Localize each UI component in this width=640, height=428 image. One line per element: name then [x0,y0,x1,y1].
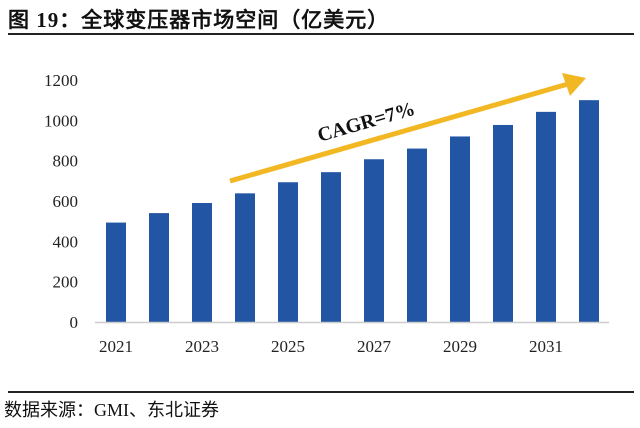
bar-2021 [106,222,126,322]
bar-2032 [579,100,599,323]
x-tick-label: 2025 [271,337,305,356]
cagr-arrow-head [562,73,586,96]
bar-2024 [235,193,255,322]
bar-2028 [407,148,427,322]
x-tick-label: 2029 [443,337,477,356]
source-divider [8,391,634,393]
y-tick-label: 0 [70,313,79,332]
x-tick-label: 2021 [99,337,133,356]
x-tick-label: 2031 [529,337,563,356]
bar-2029 [450,136,470,322]
y-tick-label: 1000 [44,111,78,130]
source-note: 数据来源：GMI、东北证券 [4,400,219,420]
y-tick-label: 600 [53,192,79,211]
x-tick-label: 2023 [185,337,219,356]
y-tick-label: 400 [53,232,79,251]
bar-2031 [536,111,556,322]
y-tick-label: 800 [53,152,79,171]
y-tick-label: 200 [53,273,79,292]
figure-title: 图 19：全球变压器市场空间（亿美元） [8,8,390,32]
bar-2026 [321,172,341,322]
y-tick-label: 1200 [44,71,78,90]
x-tick-label: 2027 [357,337,392,356]
bar-2027 [364,159,384,322]
title-divider [8,33,634,35]
cagr-arrow-shaft [229,81,569,184]
bar-2025 [278,182,298,322]
bar-2030 [493,124,513,322]
bar-2023 [192,203,212,322]
bar-2022 [149,213,169,322]
